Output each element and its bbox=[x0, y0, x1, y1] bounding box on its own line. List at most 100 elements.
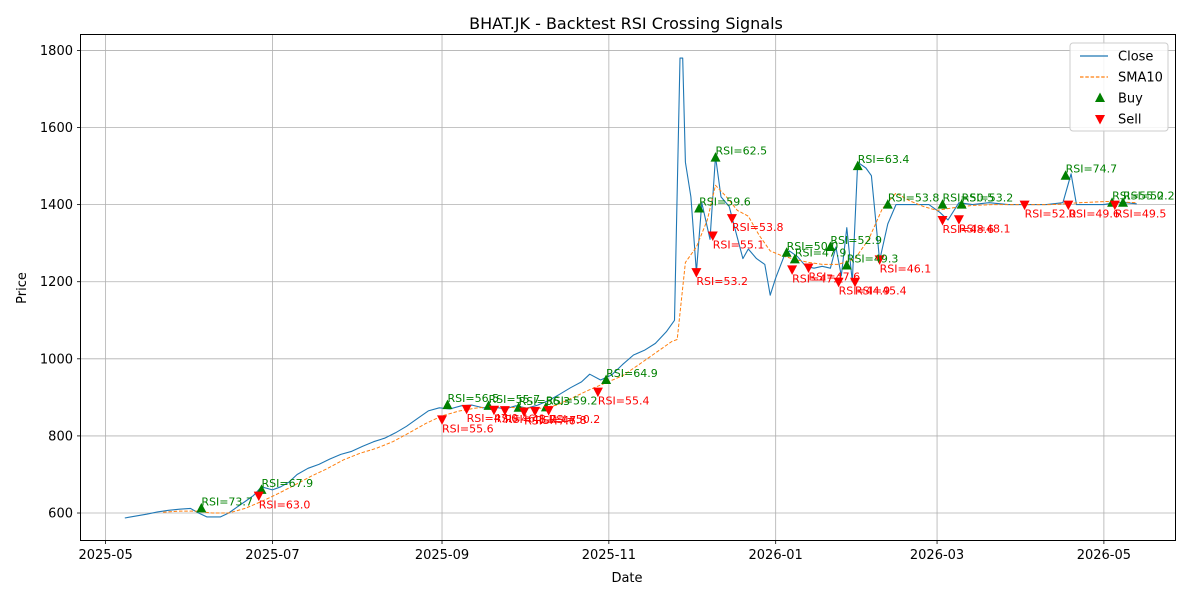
buy-annotation: RSI=56.5 bbox=[447, 392, 499, 405]
sell-marker bbox=[499, 406, 510, 416]
sell-marker bbox=[1019, 200, 1030, 211]
sell-annotation: RSI=47.0 bbox=[467, 412, 519, 425]
y-tick-label: 1800 bbox=[40, 44, 73, 59]
buy-marker bbox=[882, 199, 893, 209]
buy-annotation: RSI=47.9 bbox=[795, 246, 847, 259]
buy-marker bbox=[601, 374, 612, 385]
buy-annotation: RSI=64.9 bbox=[606, 367, 658, 380]
sell-marker bbox=[707, 231, 718, 241]
sell-annotation: RSI=50.2 bbox=[549, 413, 601, 426]
y-tick-label: 1400 bbox=[40, 198, 73, 213]
series-line-sma10 bbox=[163, 184, 1137, 514]
buy-annotation: RSI=67.9 bbox=[262, 477, 314, 490]
y-tick-label: 800 bbox=[48, 429, 73, 444]
buy-marker bbox=[825, 241, 836, 252]
sell-marker bbox=[691, 268, 702, 278]
x-tick-label: 2026-01 bbox=[749, 548, 803, 563]
buy-marker bbox=[1060, 170, 1071, 180]
x-tick-label: 2026-05 bbox=[1077, 548, 1131, 563]
sell-annotation: RSI=49.6 bbox=[1068, 208, 1120, 221]
buy-annotation: RSI=53.8 bbox=[888, 192, 940, 205]
sell-annotation: RSI=55.6 bbox=[442, 422, 494, 435]
sell-marker bbox=[592, 387, 603, 398]
sell-marker bbox=[874, 255, 885, 265]
legend: Close SMA10 Buy Sell bbox=[1069, 42, 1169, 132]
buy-annotation: RSI=50.0 bbox=[787, 240, 839, 253]
sell-annotation: RSI=47.1 bbox=[792, 272, 844, 285]
sell-annotation: RSI=52.0 bbox=[1025, 208, 1077, 221]
buy-marker bbox=[710, 152, 721, 162]
buy-marker bbox=[841, 260, 852, 270]
buy-annotation: RSI=56.3 bbox=[519, 395, 571, 408]
buy-annotation: RSI=59.2 bbox=[546, 394, 598, 407]
buy-marker bbox=[937, 199, 948, 209]
buy-marker bbox=[442, 399, 453, 410]
buy-marker bbox=[1118, 197, 1129, 207]
buy-annotation: RSI=59.6 bbox=[699, 195, 751, 208]
buy-marker bbox=[956, 199, 967, 209]
buy-annotation: RSI=55.7 bbox=[489, 393, 541, 406]
sell-annotation: RSI=44.9 bbox=[839, 285, 891, 298]
x-axis-label: Date bbox=[611, 571, 642, 586]
buy-marker bbox=[789, 253, 800, 264]
sell-annotation: RSI=47.8 bbox=[535, 414, 587, 427]
x-tick-label: 2025-11 bbox=[582, 548, 636, 563]
sell-annotation: RSI=48.6 bbox=[943, 223, 995, 236]
legend-label-sell: Sell bbox=[1118, 113, 1141, 128]
sell-marker bbox=[519, 407, 530, 418]
buy-annotation: RSI=52.9 bbox=[830, 234, 882, 247]
buy-marker bbox=[852, 160, 863, 171]
buy-marker bbox=[694, 202, 705, 213]
sell-annotation: RSI=53.8 bbox=[732, 221, 784, 234]
y-tick-label: 1600 bbox=[40, 121, 73, 136]
buy-annotation: RSI=49.3 bbox=[847, 253, 899, 266]
plot-series bbox=[124, 57, 1137, 519]
x-tick-label: 2025-09 bbox=[415, 548, 469, 563]
signal-annotations: RSI=73.7 RSI=67.9 RSI=56.5RSI=55.7RSI=56.3… bbox=[201, 145, 1174, 512]
signal-markers bbox=[196, 152, 1129, 513]
legend-label-close: Close bbox=[1118, 50, 1153, 65]
legend-swatch-sell bbox=[1095, 115, 1105, 125]
sell-marker bbox=[937, 216, 948, 226]
sell-annotation: RSI=46.1 bbox=[494, 413, 546, 426]
y-axis: 600 800 1000 1200 1400 1600 1800 bbox=[40, 44, 81, 522]
sell-annotation: RSI=55.1 bbox=[713, 238, 765, 251]
sell-marker bbox=[953, 215, 964, 225]
buy-annotation: RSI=52.2 bbox=[1123, 190, 1175, 203]
buy-annotation: RSI=73.7 bbox=[201, 495, 253, 508]
sell-marker bbox=[488, 405, 499, 416]
sell-marker bbox=[833, 277, 844, 288]
sell-marker bbox=[1109, 200, 1120, 211]
sell-annotation: RSI=48.1 bbox=[959, 222, 1011, 235]
y-tick-label: 600 bbox=[48, 507, 73, 522]
buy-annotation: RSI=74.7 bbox=[1066, 163, 1118, 176]
sell-annotation: RSI=47.6 bbox=[809, 270, 861, 283]
sell-marker bbox=[530, 406, 541, 417]
sell-annotation: RSI=63.0 bbox=[259, 499, 311, 512]
sell-marker bbox=[253, 491, 264, 502]
sell-marker bbox=[787, 265, 798, 275]
sell-marker bbox=[726, 214, 737, 224]
buy-marker bbox=[781, 247, 792, 257]
legend-label-sma: SMA10 bbox=[1118, 71, 1163, 86]
x-axis: 2025-05 2025-07 2025-09 2025-11 2026-01 2026-… bbox=[78, 540, 1131, 563]
x-tick-label: 2025-05 bbox=[78, 548, 132, 563]
x-tick-label: 2025-07 bbox=[245, 548, 299, 563]
sell-marker bbox=[803, 263, 814, 273]
buy-annotation: RSI=50.5 bbox=[943, 192, 995, 205]
y-tick-label: 1000 bbox=[40, 352, 73, 367]
y-axis-label: Price bbox=[15, 272, 30, 304]
buy-annotation: RSI=53.2 bbox=[962, 192, 1014, 205]
chart-title: BHAT.JK - Backtest RSI Crossing Signals bbox=[469, 14, 783, 33]
sell-marker bbox=[850, 277, 861, 288]
grid bbox=[81, 35, 1175, 540]
sell-annotation: RSI=45.4 bbox=[855, 285, 907, 298]
plot-frame bbox=[80, 34, 1176, 541]
buy-marker bbox=[196, 502, 207, 513]
buy-annotation: RSI=63.4 bbox=[858, 153, 910, 166]
sell-annotation: RSI=53.2 bbox=[696, 275, 748, 288]
sell-annotation: RSI=49.5 bbox=[1115, 208, 1167, 221]
legend-label-buy: Buy bbox=[1118, 92, 1143, 107]
